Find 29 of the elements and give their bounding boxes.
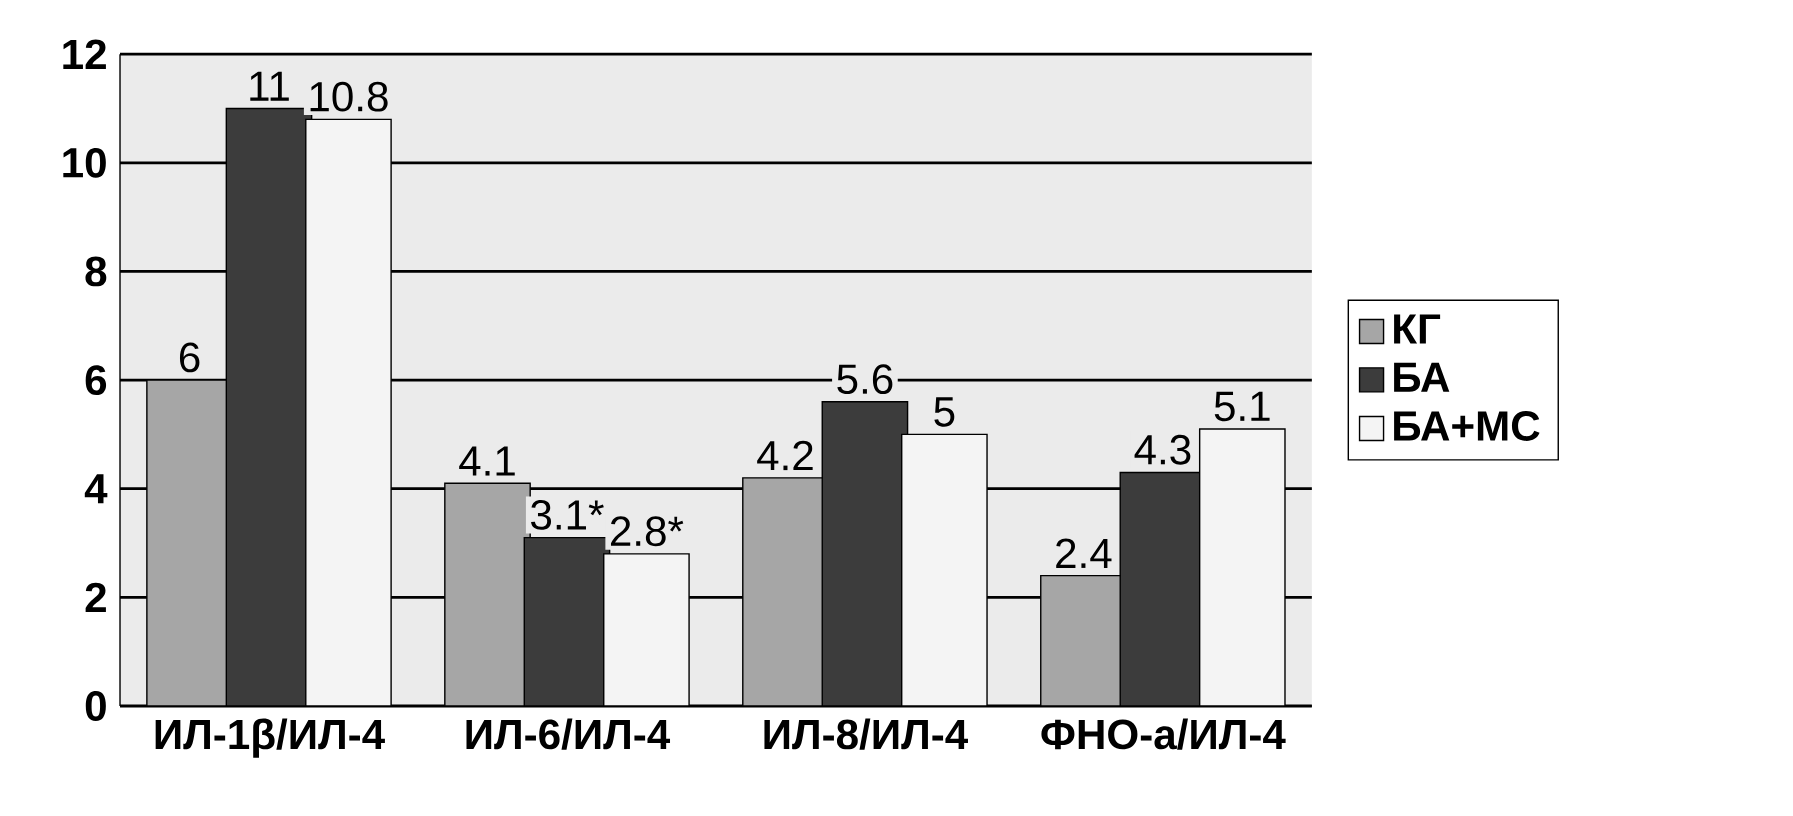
data-label: 4.3 xyxy=(1134,434,1191,465)
bar xyxy=(524,537,610,706)
y-tick-label: 4 xyxy=(84,474,108,504)
y-tick-label: 12 xyxy=(63,39,106,69)
y-tick-label: 6 xyxy=(85,365,107,395)
x-tick-label: ИЛ-6/ИЛ-4 xyxy=(466,718,671,750)
y-tick-label: 2 xyxy=(85,582,106,613)
x-tick-label: ИЛ-1β/ИЛ-4 xyxy=(155,718,385,758)
legend-label: БА+МС xyxy=(1394,411,1540,441)
data-label: 10.8 xyxy=(310,81,388,112)
x-tick-label: ИЛ-8/ИЛ-4 xyxy=(764,718,968,750)
data-label: 5.6 xyxy=(837,364,893,395)
y-tick-label: 0 xyxy=(85,691,106,721)
data-label: 2.4 xyxy=(1056,538,1112,568)
legend-label: БА xyxy=(1394,362,1450,392)
legend-label: КГ xyxy=(1394,314,1441,344)
y-tick-label: 10 xyxy=(63,147,106,178)
bar xyxy=(226,108,312,706)
data-label: 4.2 xyxy=(757,440,813,471)
data-label: 4.1 xyxy=(459,446,515,476)
data-label: 11 xyxy=(250,71,289,101)
y-tick-label: 8 xyxy=(85,256,107,287)
data-label: 6 xyxy=(179,342,200,373)
data-label: 5 xyxy=(934,397,955,427)
data-label: 5.1 xyxy=(1214,391,1270,422)
bar xyxy=(822,401,908,706)
x-tick-label: ФНО-а/ИЛ-4 xyxy=(1041,718,1286,750)
data-label: 2.8* xyxy=(610,516,684,547)
data-label: 3.1* xyxy=(531,500,604,530)
